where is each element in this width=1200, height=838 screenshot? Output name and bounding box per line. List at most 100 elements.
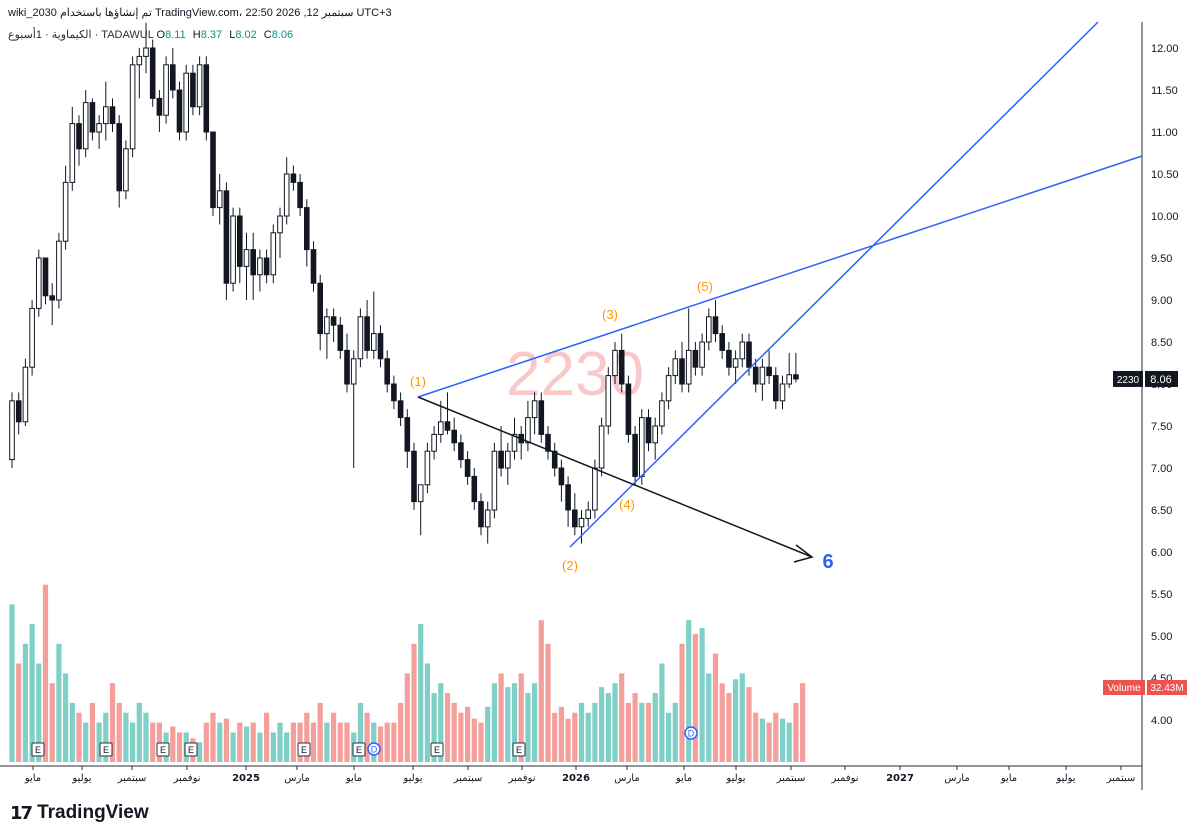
volume-bar: [759, 718, 765, 762]
candle-body: [230, 215, 236, 284]
axis-tags: 2230 8.06 Volume 32.43M: [1103, 370, 1187, 695]
candle-body: [417, 484, 424, 503]
volume-bar: [217, 722, 223, 762]
volume-bar: [377, 726, 384, 762]
time-axis[interactable]: مايو يوليو سبتمبر نوفمبر 2025 مارس مايو يوليو سب…: [24, 766, 1136, 784]
volume-bar: [424, 663, 430, 762]
candle-body: [719, 333, 726, 351]
candle-body: [458, 442, 464, 461]
volume-tag-value-bg: [1147, 680, 1187, 695]
earnings-marker-label: E: [356, 745, 362, 755]
volume-bar: [357, 702, 363, 762]
volume-bars: E E E E E E E EDD: [9, 584, 806, 762]
price-tick-label: 7.50: [1151, 421, 1172, 433]
volume-bar: [458, 712, 464, 762]
volume-bar: [619, 673, 625, 762]
time-tick-label: مارس: [614, 773, 639, 784]
candle-body: [592, 467, 598, 511]
volume-bar: [712, 653, 719, 762]
candle-body: [377, 333, 384, 360]
volume-bar: [498, 673, 504, 762]
time-tick-label: سبتمبر: [117, 773, 147, 784]
candle-body: [766, 366, 772, 377]
projection-arrow-head: [793, 544, 814, 563]
volume-bar: [431, 693, 437, 762]
price-tag-symbol: 2230: [1117, 375, 1140, 386]
volume-bar: [451, 702, 457, 762]
time-tick-label: نوفمبر: [172, 773, 200, 784]
volume-bar: [103, 712, 109, 762]
volume-bar: [659, 663, 665, 762]
candlesticks: [9, 22, 799, 544]
candle-body: [176, 89, 183, 133]
candle-body: [665, 375, 672, 402]
volume-bar: [739, 673, 745, 762]
time-tick-label: يوليو: [1055, 773, 1075, 784]
candle-body: [344, 349, 350, 385]
candle-body: [103, 106, 109, 125]
volume-bar: [22, 643, 28, 762]
volume-bar: [558, 706, 564, 762]
volume-bar: [679, 643, 685, 762]
candle-body: [210, 131, 216, 209]
volume-bar: [42, 584, 49, 762]
candle-body: [223, 190, 230, 284]
volume-bar: [478, 722, 484, 762]
low-value: 8.02: [235, 29, 257, 41]
candle-body: [685, 349, 692, 385]
volume-bar: [49, 683, 55, 762]
volume-bar: [96, 722, 102, 762]
time-tick-label: يوليو: [725, 773, 745, 784]
drawings[interactable]: (1) (2) (3) (4) (5) 6: [410, 21, 1143, 573]
wave-label: (3): [602, 307, 618, 322]
candle-body: [9, 400, 15, 461]
lower-trendline: [569, 21, 1099, 548]
earnings-marker: [99, 742, 113, 757]
tradingview-logo[interactable]: 𝟭𝟳 TradingView: [10, 802, 149, 824]
volume-bar: [565, 718, 571, 762]
candle-body: [263, 257, 270, 276]
candle-body: [62, 181, 69, 242]
volume-bar: [518, 673, 524, 762]
volume-bar: [632, 693, 638, 762]
volume-bar: [223, 718, 229, 762]
candle-body: [283, 173, 290, 217]
price-tick-label: 10.50: [1151, 169, 1179, 181]
tradingview-logo-icon: 𝟭𝟳: [10, 802, 33, 823]
volume-bar: [284, 732, 290, 762]
price-tick-label: 8.50: [1151, 337, 1172, 349]
candle-body: [759, 366, 766, 385]
candle-body: [558, 467, 565, 486]
candle-body: [746, 341, 752, 368]
volume-bar: [753, 712, 759, 762]
candle-body: [357, 316, 364, 360]
time-tick-label: 2027: [886, 773, 914, 784]
volume-bar: [525, 693, 531, 762]
candle-body: [538, 400, 545, 435]
volume-bar: [264, 712, 270, 762]
candle-body: [203, 64, 210, 133]
candle-body: [304, 207, 310, 251]
earnings-marker: [512, 742, 526, 757]
volume-tag-label: Volume: [1107, 683, 1141, 694]
candle-body: [82, 102, 89, 150]
candle-body: [773, 375, 779, 402]
volume-bar: [746, 687, 752, 762]
upper-trendline: [417, 155, 1143, 398]
earnings-marker: [297, 742, 311, 757]
candle-body: [578, 517, 585, 528]
candle-body: [364, 316, 370, 351]
volume-bar: [290, 722, 296, 762]
candle-body: [618, 349, 625, 385]
candle-body: [531, 400, 538, 419]
volume-bar: [572, 712, 578, 762]
volume-bar: [337, 722, 343, 762]
volume-bar: [277, 722, 283, 762]
candle-body: [478, 501, 484, 528]
earnings-marker: [156, 742, 170, 757]
candle-body: [277, 215, 283, 234]
earnings-marker-label: E: [160, 745, 166, 755]
symbol-description[interactable]: الكيماوية · 1أسبوع · TADAWUL: [8, 29, 154, 41]
volume-bar: [310, 722, 317, 762]
